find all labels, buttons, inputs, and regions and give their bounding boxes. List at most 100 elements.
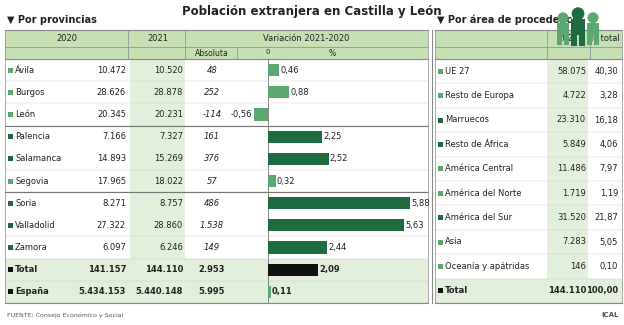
Text: 2020: 2020	[56, 34, 77, 43]
Text: 28.878: 28.878	[154, 88, 183, 97]
Text: 20.345: 20.345	[97, 110, 126, 119]
Text: 58.075: 58.075	[557, 67, 586, 76]
Text: ▼ Por provincias: ▼ Por provincias	[7, 15, 97, 25]
Text: 252: 252	[204, 88, 220, 97]
Text: Absoluta: Absoluta	[195, 48, 229, 58]
Text: 2,52: 2,52	[330, 154, 348, 163]
Bar	[268, 131, 323, 143]
Text: 11.486: 11.486	[557, 164, 586, 173]
Text: -0,56: -0,56	[231, 110, 253, 119]
Text: Burgos: Burgos	[15, 88, 44, 97]
Bar	[438, 264, 443, 269]
Text: 0,46: 0,46	[280, 66, 299, 75]
Text: 17.965: 17.965	[97, 176, 126, 186]
Bar	[435, 30, 622, 303]
Bar	[564, 35, 568, 45]
Text: 28.626: 28.626	[97, 88, 126, 97]
Bar	[268, 241, 327, 254]
Text: 8.757: 8.757	[159, 199, 183, 208]
Text: España: España	[15, 287, 49, 296]
Bar	[438, 288, 443, 293]
Text: 0: 0	[266, 49, 270, 55]
Text: Palencia: Palencia	[15, 132, 50, 141]
Bar	[5, 259, 428, 281]
Text: América Central: América Central	[445, 164, 513, 173]
Text: 3,28: 3,28	[600, 91, 618, 100]
Bar	[8, 156, 13, 161]
Text: 5.995: 5.995	[199, 287, 225, 296]
Text: Salamanca: Salamanca	[15, 154, 61, 163]
Text: 141.157: 141.157	[87, 265, 126, 274]
Bar	[572, 34, 577, 46]
Text: 7.283: 7.283	[562, 238, 586, 246]
Text: 5,63: 5,63	[405, 221, 424, 230]
Text: 16,18: 16,18	[594, 115, 618, 124]
Bar	[547, 30, 588, 303]
Text: UE 27: UE 27	[445, 67, 470, 76]
Bar	[8, 112, 13, 117]
Text: 27.322: 27.322	[97, 221, 126, 230]
Text: León: León	[15, 110, 35, 119]
Text: 2021: 2021	[147, 34, 168, 43]
Text: América del Norte: América del Norte	[445, 189, 522, 198]
Text: 1.719: 1.719	[562, 189, 586, 198]
Text: 8.271: 8.271	[102, 199, 126, 208]
Text: América del Sur: América del Sur	[445, 213, 512, 222]
Bar	[130, 30, 185, 303]
Bar	[435, 30, 622, 47]
Text: 144.110: 144.110	[548, 286, 586, 295]
Text: 40,30: 40,30	[594, 67, 618, 76]
Text: Segovia: Segovia	[15, 176, 49, 186]
Bar	[8, 201, 13, 206]
Text: 2,09: 2,09	[319, 265, 340, 274]
Text: % total: % total	[590, 34, 620, 43]
Bar	[438, 191, 443, 196]
Bar	[268, 175, 276, 187]
Text: 144.110: 144.110	[145, 265, 183, 274]
Bar	[268, 197, 410, 209]
Text: Soria: Soria	[15, 199, 36, 208]
Text: 2,44: 2,44	[328, 243, 346, 252]
Text: Resto de Europa: Resto de Europa	[445, 91, 514, 100]
Bar	[438, 93, 443, 98]
Text: 28.860: 28.860	[154, 221, 183, 230]
Text: FUENTE: Consejo Económico y Social: FUENTE: Consejo Económico y Social	[7, 312, 124, 318]
Bar	[594, 35, 598, 45]
Bar	[438, 240, 443, 244]
Bar	[268, 86, 290, 98]
Text: 2,25: 2,25	[323, 132, 342, 141]
Text: 18.022: 18.022	[154, 176, 183, 186]
Text: 0,32: 0,32	[276, 176, 295, 186]
Text: -114: -114	[202, 110, 222, 119]
Text: Zamora: Zamora	[15, 243, 48, 252]
Text: 161: 161	[204, 132, 220, 141]
Bar	[8, 178, 13, 184]
Bar	[435, 279, 622, 303]
Text: ▼ Por área de procedencia: ▼ Por área de procedencia	[437, 15, 582, 25]
Text: %: %	[328, 48, 336, 58]
Text: Ávila: Ávila	[15, 66, 35, 75]
Text: 20.231: 20.231	[154, 110, 183, 119]
Text: 1.538: 1.538	[200, 221, 224, 230]
Text: 10.520: 10.520	[154, 66, 183, 75]
Text: 5,88: 5,88	[411, 199, 430, 208]
Text: 7.166: 7.166	[102, 132, 126, 141]
Bar	[587, 23, 598, 35]
Text: 6.246: 6.246	[159, 243, 183, 252]
Text: Asia: Asia	[445, 238, 462, 246]
Text: 15.269: 15.269	[154, 154, 183, 163]
Bar	[8, 289, 13, 294]
Bar	[8, 134, 13, 139]
Text: Oceanía y apátridas: Oceanía y apátridas	[445, 262, 529, 271]
Text: 7.327: 7.327	[159, 132, 183, 141]
Text: 5,05: 5,05	[600, 238, 618, 246]
Text: Resto de África: Resto de África	[445, 140, 509, 149]
Text: Total: Total	[15, 265, 38, 274]
Bar	[579, 34, 585, 46]
Text: 146: 146	[570, 262, 586, 271]
Text: Valladolid: Valladolid	[15, 221, 56, 230]
Text: 5.434.153: 5.434.153	[79, 287, 126, 296]
Bar	[438, 215, 443, 220]
Text: Total: Total	[445, 286, 468, 295]
Text: 2021: 2021	[557, 34, 578, 43]
